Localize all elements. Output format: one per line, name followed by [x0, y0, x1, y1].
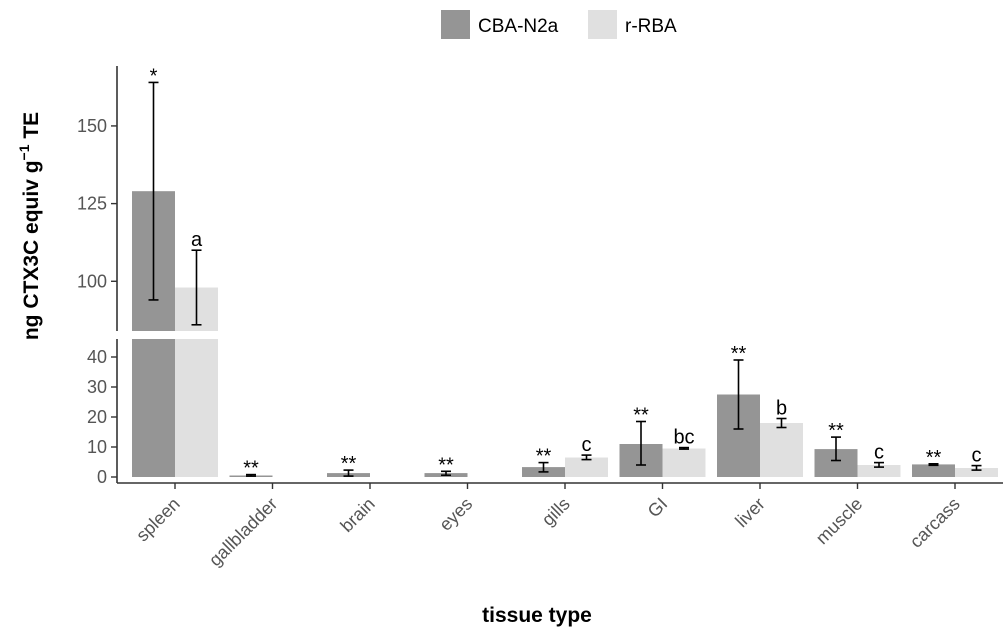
- legend-swatch-cba-n2a: [441, 10, 470, 39]
- bar-r-RBA-spleen: [175, 339, 218, 477]
- y-axis-title-main: ng CTX3C equiv g: [20, 160, 43, 340]
- y-lower-tick-label: 0: [97, 467, 107, 487]
- y-ticks-lower: 0 10 20 30 40: [87, 347, 117, 487]
- significance-label-CBA-N2a-liver: **: [731, 343, 747, 365]
- significance-label-r-RBA-muscle: c: [874, 442, 884, 464]
- bar-CBA-N2a-spleen: [132, 339, 175, 477]
- significance-label-CBA-N2a-GI: **: [633, 405, 649, 427]
- y-ticks-upper: 100 125 150: [77, 116, 117, 291]
- legend-label-cba-n2a: CBA-N2a: [478, 16, 559, 37]
- x-tick-label-eyes: eyes: [435, 494, 476, 535]
- error-bars: [148, 81, 982, 477]
- y-lower-tick-label: 10: [87, 437, 107, 457]
- y-upper-tick-label: 125: [77, 194, 107, 214]
- significance-label-CBA-N2a-eyes: **: [438, 454, 454, 476]
- y-axis-title: ng CTX3C equiv g−1 TE: [16, 112, 43, 340]
- y-axis-title-superscript: −1: [16, 144, 32, 160]
- y-axis-title-suffix: TE: [20, 112, 43, 145]
- significance-label-CBA-N2a-gills: **: [536, 446, 552, 468]
- y-lower-tick-label: 30: [87, 377, 107, 397]
- significance-label-CBA-N2a-brain: **: [341, 453, 357, 475]
- legend: CBA-N2a r-RBA: [441, 10, 677, 39]
- legend-label-r-rba: r-RBA: [625, 16, 677, 37]
- bar-CBA-N2a-carcass: [912, 464, 955, 477]
- x-tick-label-muscle: muscle: [812, 494, 866, 548]
- significance-label-r-RBA-gills: c: [582, 434, 592, 456]
- x-axis-title: tissue type: [482, 604, 592, 627]
- y-upper-tick-label: 150: [77, 116, 107, 136]
- x-tick-label-gallbladder: gallbladder: [205, 494, 281, 570]
- x-tick-label-spleen: spleen: [132, 494, 184, 546]
- significance-label-r-RBA-liver: b: [776, 398, 787, 420]
- x-tick-label-gills: gills: [538, 494, 574, 530]
- significance-label-CBA-N2a-carcass: **: [926, 447, 942, 469]
- bars: [132, 191, 998, 477]
- significance-label-CBA-N2a-muscle: **: [828, 420, 844, 442]
- x-ticks: spleen gallbladder brain eyes gills GI liver mu…: [132, 483, 964, 570]
- significance-label-CBA-N2a-spleen: *: [150, 65, 158, 87]
- y-lower-tick-label: 40: [87, 347, 107, 367]
- x-tick-label-liver: liver: [731, 494, 768, 531]
- legend-swatch-r-rba: [588, 10, 617, 39]
- x-tick-label-brain: brain: [336, 494, 378, 536]
- bar-r-RBA-liver: [760, 423, 803, 477]
- bar-r-RBA-GI: [662, 448, 706, 477]
- bar-r-RBA-carcass: [955, 468, 998, 477]
- significance-label-CBA-N2a-gallbladder: **: [243, 458, 259, 480]
- significance-label-r-RBA-carcass: c: [972, 445, 982, 467]
- significance-label-r-RBA-spleen: a: [191, 229, 203, 251]
- bar-r-RBA-muscle: [857, 465, 901, 477]
- significance-label-r-RBA-GI: bc: [673, 427, 694, 449]
- x-tick-label-carcass: carcass: [906, 494, 964, 552]
- bar-r-RBA-gills: [565, 457, 608, 477]
- x-tick-label-GI: GI: [644, 494, 672, 522]
- y-upper-tick-label: 100: [77, 271, 107, 291]
- y-lower-tick-label: 20: [87, 407, 107, 427]
